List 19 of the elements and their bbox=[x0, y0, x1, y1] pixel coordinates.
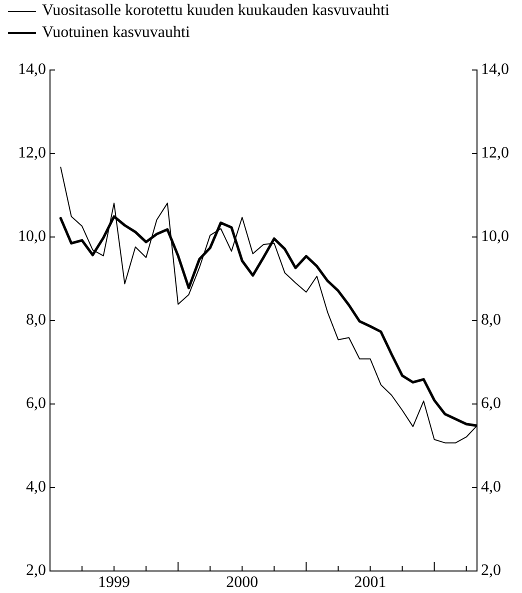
y2-tick-label: 10,0 bbox=[481, 228, 509, 246]
y2-tick-label: 6,0 bbox=[481, 395, 501, 412]
y-tick-label: 14,0 bbox=[18, 61, 46, 78]
y-tick-label: 8,0 bbox=[26, 312, 46, 329]
x-tick-label: 2000 bbox=[226, 574, 258, 591]
y-tick-label: 4,0 bbox=[26, 478, 46, 496]
y-tick-label: 6,0 bbox=[26, 395, 46, 412]
y2-tick-label: 14,0 bbox=[481, 61, 509, 78]
legend-label: Vuotuinen kasvuvauhti bbox=[42, 23, 190, 43]
y2-tick-label: 8,0 bbox=[481, 312, 501, 329]
y2-tick-label: 4,0 bbox=[481, 478, 501, 496]
x-tick-label: 1999 bbox=[98, 574, 130, 591]
y2-tick-label: 12,0 bbox=[481, 144, 509, 162]
y-tick-label: 10,0 bbox=[18, 228, 46, 246]
x-tick-label: 2001 bbox=[354, 574, 386, 591]
y-tick-label: 2,0 bbox=[26, 562, 46, 580]
y-tick-label: 12,0 bbox=[18, 144, 46, 162]
y2-tick-label: 2,0 bbox=[481, 562, 501, 580]
legend-label: Vuositasolle korotettu kuuden kuukauden kasvuvauhti bbox=[42, 1, 390, 21]
